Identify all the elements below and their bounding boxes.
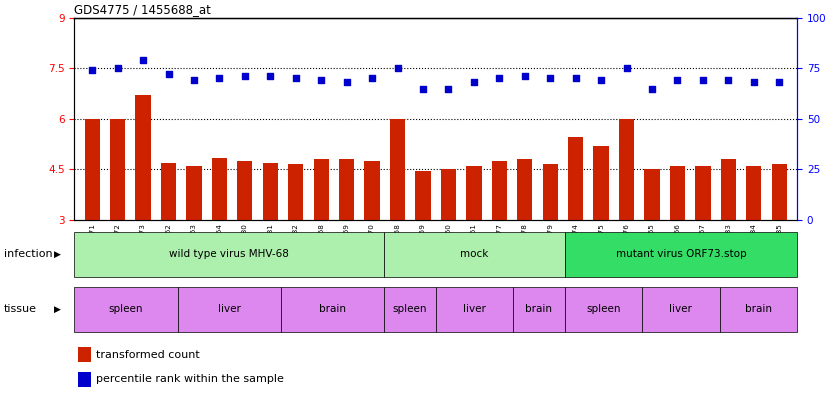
Point bbox=[544, 75, 557, 82]
Point bbox=[188, 77, 201, 84]
Bar bbox=[281, 287, 384, 332]
Point bbox=[493, 75, 506, 82]
Point bbox=[518, 73, 531, 79]
Text: ▶: ▶ bbox=[54, 305, 60, 314]
Point bbox=[86, 67, 99, 73]
Bar bbox=[288, 164, 303, 220]
Bar bbox=[78, 347, 91, 362]
Bar bbox=[314, 160, 329, 220]
Text: mutant virus ORF73.stop: mutant virus ORF73.stop bbox=[615, 250, 746, 259]
Bar bbox=[211, 158, 227, 220]
Bar bbox=[187, 166, 202, 220]
Point bbox=[162, 71, 175, 77]
Bar bbox=[74, 232, 384, 277]
Text: brain: brain bbox=[745, 305, 771, 314]
Text: mock: mock bbox=[460, 250, 489, 259]
Bar bbox=[643, 287, 719, 332]
Point bbox=[722, 77, 735, 84]
Text: transformed count: transformed count bbox=[96, 350, 200, 360]
Text: infection: infection bbox=[4, 250, 53, 259]
Point bbox=[340, 79, 354, 86]
Text: spleen: spleen bbox=[109, 305, 143, 314]
Text: liver: liver bbox=[463, 305, 486, 314]
Bar bbox=[441, 169, 456, 220]
Bar bbox=[110, 119, 126, 220]
Point bbox=[645, 85, 658, 92]
Bar bbox=[568, 138, 583, 220]
Bar bbox=[384, 232, 565, 277]
Text: liver: liver bbox=[670, 305, 692, 314]
Bar bbox=[263, 163, 278, 220]
Point bbox=[671, 77, 684, 84]
Point bbox=[748, 79, 761, 86]
Bar bbox=[384, 287, 436, 332]
Point bbox=[772, 79, 786, 86]
Text: spleen: spleen bbox=[586, 305, 621, 314]
Point bbox=[213, 75, 226, 82]
Bar bbox=[491, 161, 507, 220]
Text: ▶: ▶ bbox=[54, 250, 60, 259]
Bar bbox=[436, 287, 513, 332]
Bar bbox=[161, 163, 176, 220]
Bar bbox=[466, 166, 482, 220]
Bar bbox=[415, 171, 430, 220]
Text: brain: brain bbox=[525, 305, 553, 314]
Bar bbox=[390, 119, 406, 220]
Bar bbox=[670, 166, 685, 220]
Bar bbox=[339, 160, 354, 220]
Bar bbox=[644, 169, 660, 220]
Point bbox=[238, 73, 251, 79]
Bar bbox=[135, 95, 150, 220]
Point bbox=[595, 77, 608, 84]
Point bbox=[416, 85, 430, 92]
Text: GDS4775 / 1455688_at: GDS4775 / 1455688_at bbox=[74, 4, 211, 17]
Bar bbox=[364, 161, 380, 220]
Point bbox=[136, 57, 150, 63]
Point bbox=[696, 77, 710, 84]
Bar bbox=[594, 146, 609, 220]
Point bbox=[620, 65, 634, 72]
Bar bbox=[719, 287, 797, 332]
Bar bbox=[84, 119, 100, 220]
Point bbox=[442, 85, 455, 92]
Bar bbox=[78, 372, 91, 387]
Text: wild type virus MHV-68: wild type virus MHV-68 bbox=[169, 250, 289, 259]
Point bbox=[263, 73, 277, 79]
Point bbox=[365, 75, 378, 82]
Point bbox=[468, 79, 481, 86]
Point bbox=[569, 75, 582, 82]
Bar bbox=[695, 166, 710, 220]
Point bbox=[111, 65, 124, 72]
Bar bbox=[517, 160, 533, 220]
Bar bbox=[746, 166, 762, 220]
Text: brain: brain bbox=[319, 305, 346, 314]
Bar bbox=[565, 232, 797, 277]
Bar bbox=[237, 161, 253, 220]
Text: percentile rank within the sample: percentile rank within the sample bbox=[96, 374, 284, 384]
Text: tissue: tissue bbox=[4, 305, 37, 314]
Bar bbox=[619, 119, 634, 220]
Point bbox=[315, 77, 328, 84]
Bar bbox=[178, 287, 281, 332]
Point bbox=[391, 65, 404, 72]
Bar bbox=[771, 164, 787, 220]
Point bbox=[289, 75, 302, 82]
Bar bbox=[513, 287, 565, 332]
Bar bbox=[721, 160, 736, 220]
Text: spleen: spleen bbox=[392, 305, 427, 314]
Text: liver: liver bbox=[218, 305, 240, 314]
Bar bbox=[74, 287, 178, 332]
Bar bbox=[543, 164, 558, 220]
Bar bbox=[565, 287, 643, 332]
